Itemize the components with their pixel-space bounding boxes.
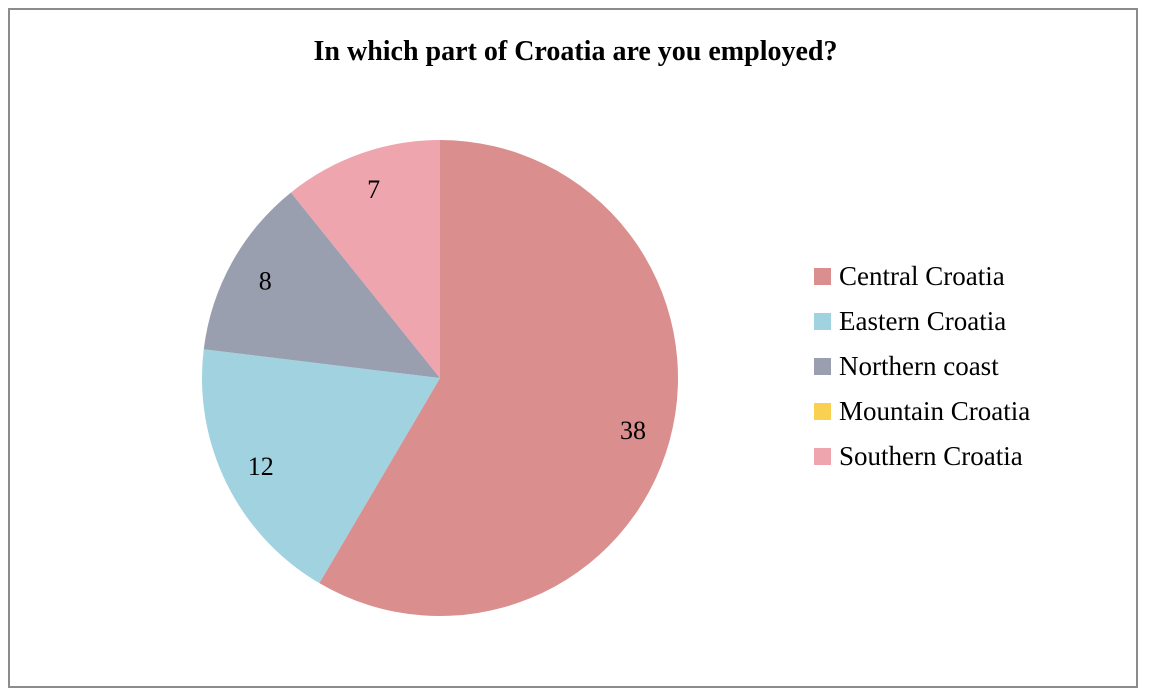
data-label-central-croatia: 38 bbox=[620, 416, 646, 445]
legend-swatch-northern-coast bbox=[814, 358, 831, 375]
pie-slices bbox=[202, 140, 679, 616]
chart-legend: Central Croatia Eastern Croatia Northern c… bbox=[814, 254, 1030, 479]
chart-title: In which part of Croatia are you employe… bbox=[313, 36, 838, 67]
legend-label: Central Croatia bbox=[839, 261, 1005, 291]
legend-swatch-mountain-croatia bbox=[814, 403, 831, 420]
pie-slice-northern-coast bbox=[203, 192, 440, 378]
pie-slice-eastern-croatia bbox=[202, 349, 440, 584]
data-label-northern-coast: 8 bbox=[259, 266, 272, 295]
data-label-southern-croatia: 7 bbox=[367, 175, 380, 204]
legend-label: Mountain Croatia bbox=[839, 396, 1031, 426]
legend-item-northern-coast: Northern coast bbox=[814, 344, 1030, 389]
data-label-eastern-croatia: 12 bbox=[248, 452, 274, 481]
pie-slice-southern-croatia bbox=[290, 140, 440, 378]
legend-item-central-croatia: Central Croatia bbox=[814, 254, 1030, 299]
legend-swatch-southern-croatia bbox=[814, 448, 831, 465]
legend-label: Eastern Croatia bbox=[839, 306, 1007, 336]
legend-label: Southern Croatia bbox=[839, 441, 1023, 471]
legend-item-eastern-croatia: Eastern Croatia bbox=[814, 299, 1030, 344]
legend-item-southern-croatia: Southern Croatia bbox=[814, 434, 1030, 479]
pie-data-labels: 38 12 8 7 bbox=[248, 175, 646, 481]
legend-swatch-central-croatia bbox=[814, 268, 831, 285]
legend-swatch-eastern-croatia bbox=[814, 313, 831, 330]
legend-item-mountain-croatia: Mountain Croatia bbox=[814, 389, 1030, 434]
pie-slice-central-croatia bbox=[319, 140, 679, 616]
legend-label: Northern coast bbox=[839, 351, 999, 381]
